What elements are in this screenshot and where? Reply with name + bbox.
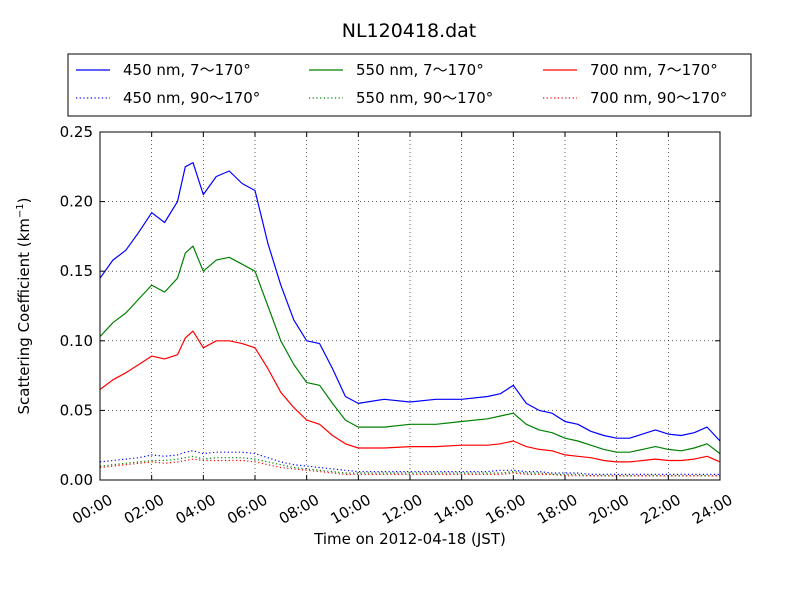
legend-entry: 550 nm, 90～170° — [356, 89, 493, 107]
legend-entry: 700 nm, 7～170° — [590, 61, 718, 79]
legend-box — [67, 53, 752, 117]
y-axis-label-end: ) — [15, 197, 33, 203]
y-axis-label-main: Scattering Coefficient (km — [15, 218, 33, 414]
legend-entry: 450 nm, 90～170° — [123, 89, 260, 107]
series-line-1 — [99, 162, 721, 442]
x-axis-label: Time on 2012-04-18 (JST) — [313, 530, 506, 548]
legend-entry: 450 nm, 7～170° — [123, 61, 251, 79]
y-axis-label: Scattering Coefficient (km−1) — [15, 197, 33, 414]
legend-entry: 700 nm, 90～170° — [590, 89, 727, 107]
y-tick-label: 0.25 — [60, 123, 93, 141]
y-tick-label: 0.10 — [60, 332, 93, 350]
legend: 450 nm, 7～170° 550 nm, 7～170° 700 nm, 7～17… — [67, 53, 752, 117]
ticks — [99, 131, 721, 481]
y-tick-label: 0.00 — [60, 471, 93, 489]
series-line-5 — [99, 330, 721, 463]
y-tick-label: 0.20 — [60, 193, 93, 211]
y-tick-labels: 0.00 0.05 0.10 0.15 0.20 0.25 — [60, 123, 93, 489]
y-tick-label: 0.15 — [60, 262, 93, 280]
chart-title: NL120418.dat — [342, 20, 477, 42]
series-layer — [99, 162, 721, 477]
y-axis-label-superscript: −1 — [15, 203, 26, 218]
legend-entry: 550 nm, 7～170° — [356, 61, 484, 79]
series-line-6 — [99, 458, 720, 477]
series-line-2 — [99, 450, 720, 475]
grid — [100, 132, 720, 480]
y-tick-label: 0.05 — [60, 401, 93, 419]
series-line-3 — [99, 245, 721, 455]
